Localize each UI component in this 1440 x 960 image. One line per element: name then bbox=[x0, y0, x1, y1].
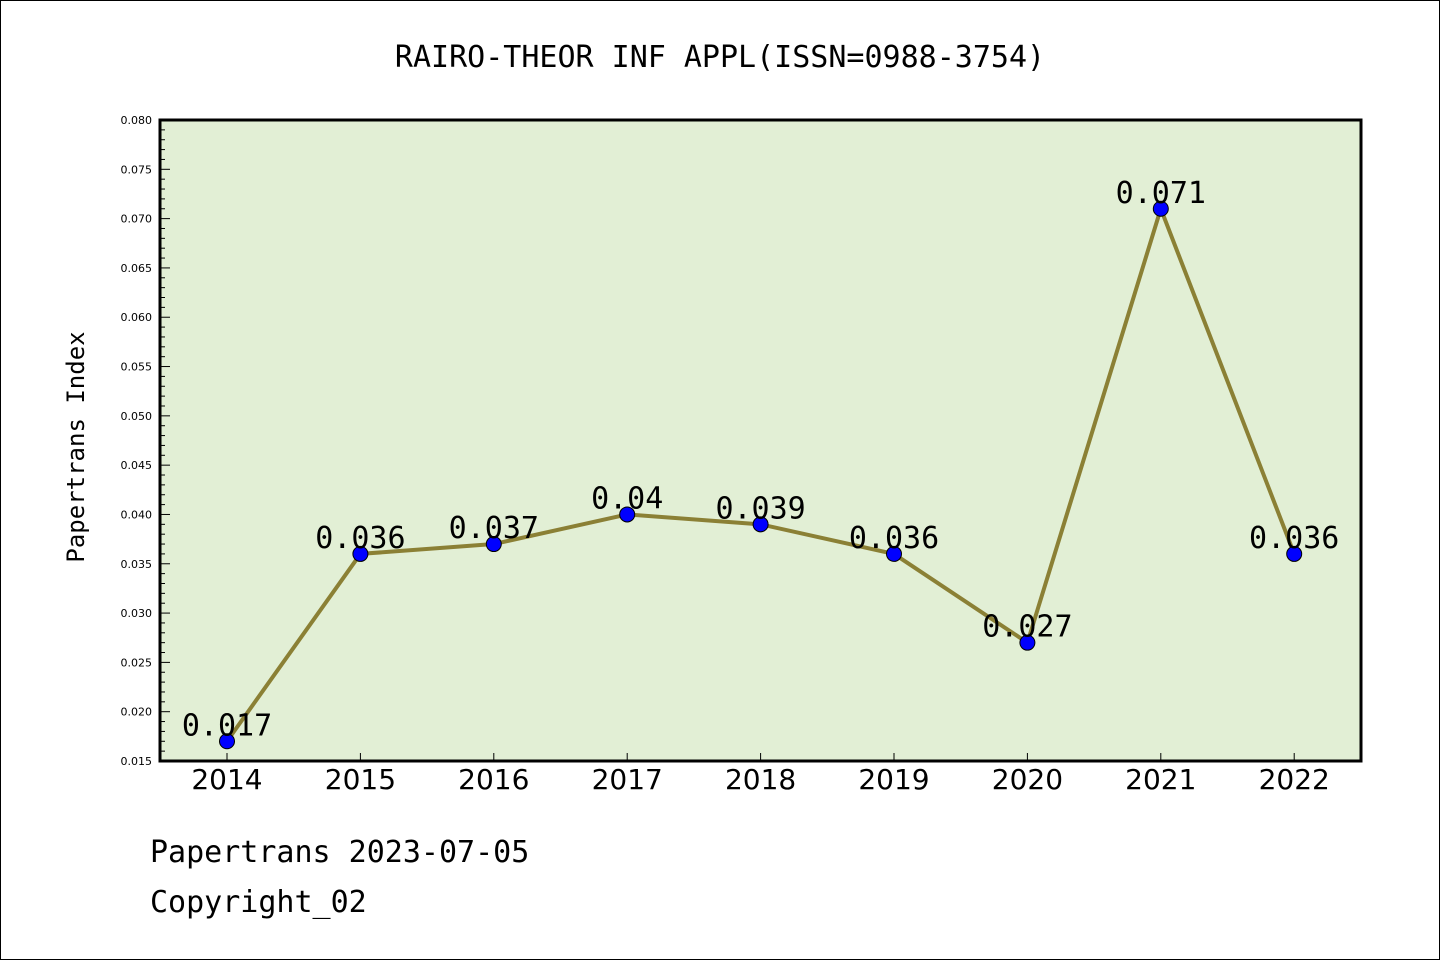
y-tick-label: 0.045 bbox=[121, 459, 153, 472]
data-point bbox=[219, 733, 235, 750]
y-tick-label: 0.080 bbox=[121, 114, 153, 127]
chart-title: RAIRO-THEOR INF APPL(ISSN=0988-3754) bbox=[395, 40, 1045, 75]
data-point bbox=[1019, 634, 1036, 651]
x-tick-label: 2022 bbox=[1259, 763, 1330, 796]
y-axis-label: Papertrans Index bbox=[62, 331, 90, 562]
x-axis-tick-labels: 2014 2015 2016 2017 2018 2019 2020 2021 2022 bbox=[191, 763, 1329, 796]
data-point bbox=[1152, 200, 1169, 217]
y-tick-label: 0.015 bbox=[121, 755, 153, 768]
data-point bbox=[1286, 545, 1303, 562]
x-tick-label: 2015 bbox=[325, 763, 396, 796]
y-tick-label: 0.065 bbox=[121, 262, 153, 275]
data-label: 0.037 bbox=[449, 511, 539, 546]
data-label: 0.039 bbox=[715, 491, 805, 526]
plot-area bbox=[160, 120, 1361, 761]
x-tick-label: 2014 bbox=[191, 763, 262, 796]
x-tick-label: 2020 bbox=[992, 763, 1063, 796]
data-point bbox=[619, 506, 636, 523]
data-label: 0.071 bbox=[1116, 176, 1206, 211]
data-label: 0.036 bbox=[315, 521, 405, 556]
y-tick-label: 0.040 bbox=[121, 508, 153, 521]
x-tick-label: 2016 bbox=[458, 763, 529, 796]
footer-copyright: Copyright_02 bbox=[150, 885, 367, 920]
data-label: 0.017 bbox=[182, 708, 272, 743]
x-tick-label: 2018 bbox=[725, 763, 796, 796]
y-tick-label: 0.020 bbox=[121, 706, 153, 719]
data-point bbox=[352, 545, 369, 562]
footer-date: Papertrans 2023-07-05 bbox=[150, 835, 530, 870]
plot-border bbox=[158, 118, 1363, 763]
data-label: 0.036 bbox=[1249, 521, 1339, 556]
y-tick-label: 0.025 bbox=[121, 656, 153, 669]
data-point bbox=[886, 545, 902, 562]
y-tick-label: 0.035 bbox=[121, 558, 153, 571]
y-tick-label: 0.070 bbox=[121, 213, 153, 226]
x-tick-label: 2019 bbox=[858, 763, 929, 796]
data-label: 0.027 bbox=[982, 610, 1072, 645]
y-tick-label: 0.050 bbox=[121, 410, 153, 423]
data-point bbox=[485, 536, 502, 553]
data-markers bbox=[219, 200, 1303, 750]
data-label: 0.036 bbox=[849, 521, 939, 556]
y-tick-label: 0.060 bbox=[121, 311, 153, 324]
y-tick-label: 0.055 bbox=[121, 361, 153, 374]
data-labels: 0.017 0.036 0.037 0.04 0.039 0.036 0.027 0.071 0… bbox=[182, 176, 1340, 744]
data-label: 0.04 bbox=[591, 481, 663, 516]
x-tick-label: 2021 bbox=[1125, 763, 1196, 796]
x-tick-label: 2017 bbox=[592, 763, 663, 796]
y-axis-tick-labels: 0.015 0.020 0.025 0.030 0.035 0.040 0.045 0.050… bbox=[121, 114, 153, 768]
y-tick-label: 0.075 bbox=[121, 163, 153, 176]
data-point bbox=[752, 516, 769, 533]
y-tick-label: 0.030 bbox=[121, 607, 153, 620]
